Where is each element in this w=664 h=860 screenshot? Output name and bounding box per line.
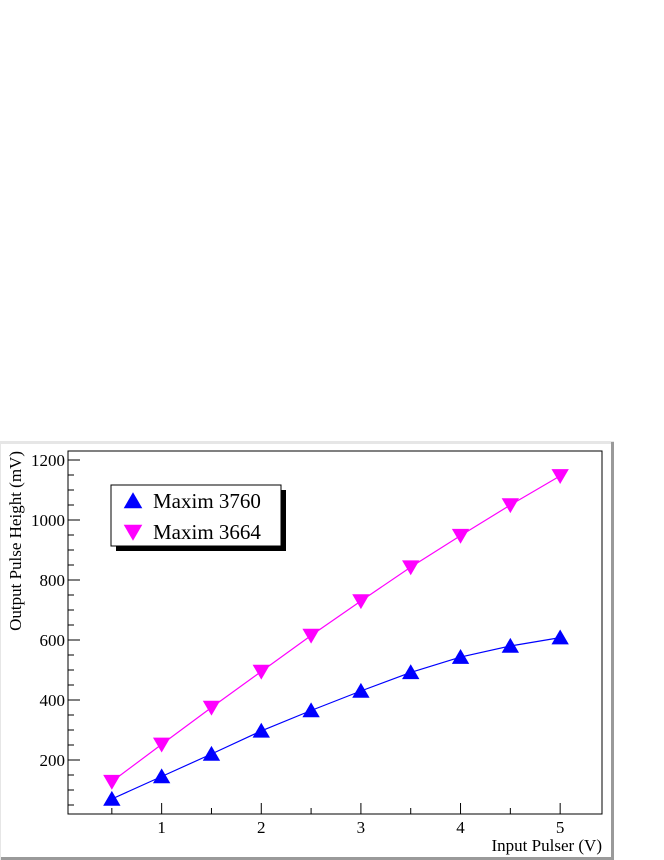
data-point [103, 774, 121, 790]
data-point [152, 737, 171, 753]
data-point [202, 700, 221, 716]
data-point [302, 702, 320, 718]
legend-label: Maxim 3760 [153, 489, 261, 513]
series-line [111, 475, 561, 783]
axis-tick-labels: 1 2 3 4 5 200 400 600 800 1000 1200 [31, 451, 564, 837]
data-point [402, 664, 420, 680]
data-point [451, 528, 470, 544]
series-line [111, 637, 561, 800]
data-point [501, 637, 520, 653]
legend-box [110, 484, 282, 547]
data-point [451, 648, 470, 664]
legend-marker [123, 524, 143, 541]
y-tick-label: 400 [40, 691, 66, 710]
pad-background [0, 442, 614, 860]
data-point [202, 745, 221, 761]
x-tick-label: 3 [357, 818, 366, 837]
y-tick-label: 200 [40, 751, 66, 770]
data-point [252, 664, 270, 680]
legend-marker [123, 492, 143, 509]
x-tick-label: 1 [157, 818, 166, 837]
data-point [501, 498, 520, 514]
data-point [551, 629, 569, 645]
series-maxim-3760 [103, 629, 569, 806]
y-tick-label: 600 [40, 631, 66, 650]
y-axis-title: Output Pulse Height (mV) [6, 451, 25, 631]
data-point [152, 768, 171, 784]
legend: Maxim 3760 Maxim 3664 [110, 484, 286, 551]
y-tick-label: 1000 [31, 511, 65, 530]
x-tick-label: 5 [556, 818, 565, 837]
data-point [402, 560, 420, 576]
plot-frame [67, 450, 603, 815]
data-point [103, 790, 121, 806]
x-axis-title: Input Pulser (V) [492, 836, 602, 855]
data-point [252, 722, 270, 738]
data-point [352, 594, 370, 610]
series-layer [103, 469, 569, 806]
axis-ticks [68, 459, 561, 814]
y-tick-label: 1200 [31, 451, 65, 470]
data-point [302, 628, 320, 644]
legend-label: Maxim 3664 [153, 520, 261, 544]
data-point [352, 682, 370, 698]
data-point [551, 469, 569, 485]
y-tick-label: 800 [40, 571, 66, 590]
x-tick-label: 4 [456, 818, 465, 837]
series-maxim-3664 [103, 469, 569, 790]
x-tick-label: 2 [257, 818, 266, 837]
